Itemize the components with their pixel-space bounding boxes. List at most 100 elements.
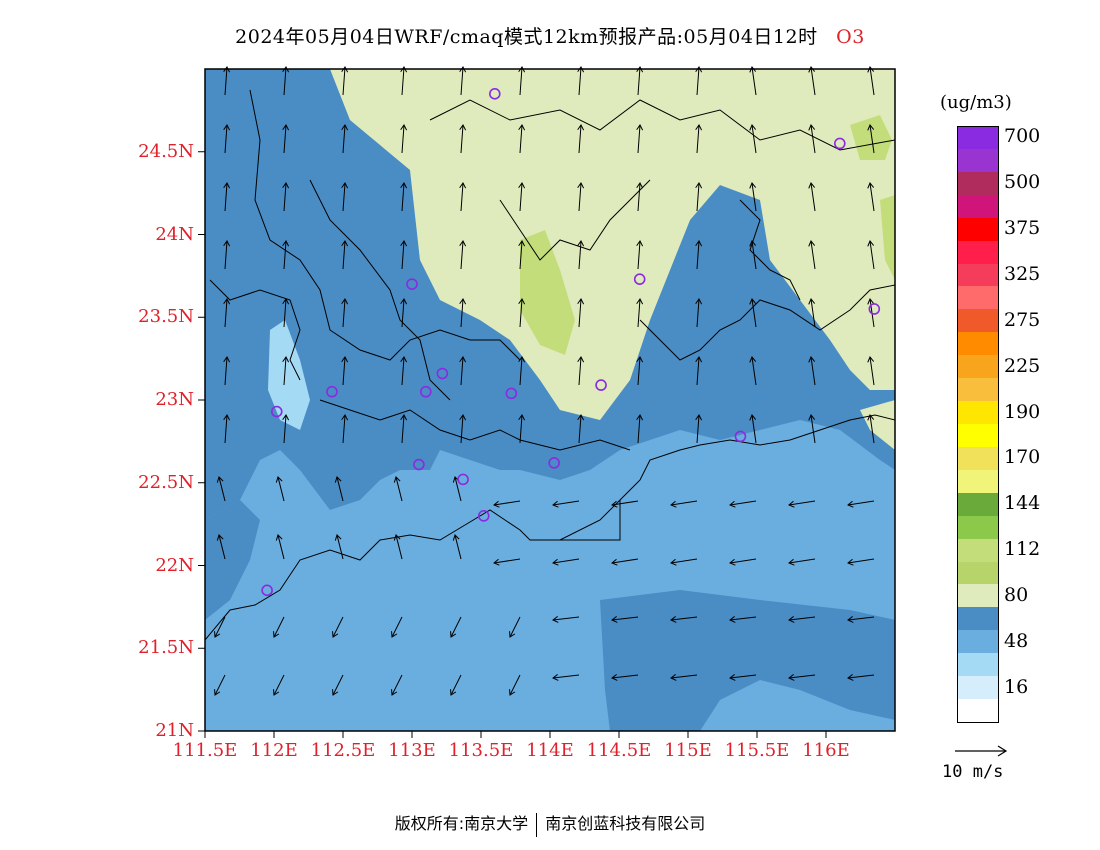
wind-arrow: [282, 414, 290, 444]
station-marker: [833, 137, 846, 150]
colorbar-label: 275: [1004, 308, 1041, 331]
wind-arrow: [341, 66, 349, 96]
border-1: [249, 89, 521, 361]
wind-arrow: [808, 240, 816, 270]
station-marker: [270, 405, 283, 418]
wind-arrow: [493, 558, 521, 566]
latitude-label: 23N: [155, 389, 194, 410]
wind-arrow: [450, 674, 462, 696]
latitude-label: 21N: [155, 720, 194, 741]
wind-arrow: [577, 414, 585, 444]
wind-arrow: [223, 414, 231, 444]
wind-arrow: [577, 124, 585, 154]
wind-arrow: [459, 356, 467, 386]
wind-arrow: [788, 558, 816, 566]
wind-arrow: [670, 616, 698, 623]
station-marker: [406, 278, 418, 290]
wind-arrow: [867, 356, 875, 386]
colorbar-swatch: [957, 217, 999, 241]
colorbar-swatch: [957, 401, 999, 424]
wind-arrow: [552, 674, 580, 681]
border-2: [309, 179, 451, 401]
longitude-label: 112.5E: [310, 740, 376, 761]
border-3: [499, 179, 651, 261]
wind-arrow: [788, 500, 816, 508]
field-pale-north: [305, 69, 895, 420]
wind-arrow: [808, 414, 816, 444]
longitude-label: 114E: [526, 740, 574, 761]
wind-arrow: [695, 298, 703, 328]
colorbar-label: 112: [1004, 538, 1041, 561]
longitude-label: 113E: [388, 740, 436, 761]
wind-arrow: [282, 66, 290, 96]
wind-arrow: [636, 414, 644, 444]
wind-arrow: [695, 182, 703, 212]
colorbar-label: 325: [1004, 263, 1041, 285]
border-4: [639, 284, 895, 361]
wind-arrow: [867, 414, 875, 444]
wind-arrow: [214, 616, 226, 638]
footer-right: 南京创蓝科技有限公司: [545, 814, 706, 833]
colorbar-label: 700: [1004, 125, 1041, 148]
wind-arrow: [695, 240, 703, 270]
wind-arrow: [341, 182, 349, 212]
wind-arrow: [867, 66, 875, 96]
wind-arrow: [577, 182, 585, 212]
longitude-label: 113.5E: [448, 740, 514, 761]
chart-title: 2024年05月04日WRF/cmaq模式12km预报产品:05月04日12时 …: [0, 22, 1100, 49]
wind-arrow: [577, 298, 585, 328]
wind-arrow: [636, 182, 644, 212]
wind-arrow: [334, 476, 344, 502]
wind-arrow: [749, 414, 757, 444]
footer-separator: [536, 812, 538, 837]
station-marker: [436, 367, 449, 380]
colorbar-swatch: [957, 286, 999, 310]
wind-arrow: [695, 414, 703, 444]
colorbar-label: 16: [1004, 675, 1029, 698]
wind-arrow: [577, 356, 585, 386]
wind-arrow: [400, 356, 408, 386]
latitude-label: 23.5N: [138, 306, 194, 328]
wind-arrow: [552, 616, 580, 623]
colorbar-swatch: [957, 515, 999, 539]
wind-arrow: [282, 298, 290, 328]
wind-arrow: [275, 476, 285, 502]
colorbar-swatch: [957, 309, 999, 333]
station-marker: [868, 303, 881, 315]
wind-reference-label: 10 m/s: [942, 762, 1004, 782]
wind-arrow: [509, 674, 521, 696]
wind-arrow: [400, 66, 408, 96]
wind-arrow: [273, 616, 285, 638]
longitude-label: 115E: [664, 740, 712, 761]
wind-arrow: [214, 674, 226, 696]
colorbar-swatch: [957, 446, 999, 470]
wind-arrow: [459, 182, 467, 212]
wind-arrow: [695, 66, 703, 96]
wind-arrow: [341, 298, 349, 328]
wind-arrow: [808, 298, 816, 328]
wind-arrow: [749, 356, 757, 386]
latitude-label: 22.5N: [138, 471, 194, 493]
border-5: [429, 99, 895, 151]
station-marker: [413, 458, 425, 471]
wind-arrow: [282, 182, 290, 212]
wind-arrow: [636, 66, 644, 96]
wind-arrow: [670, 558, 698, 566]
field-dark-west: [205, 500, 260, 620]
colorbar-label: 375: [1004, 217, 1041, 240]
colorbar-swatch: [957, 148, 999, 172]
wind-arrow: [577, 240, 585, 270]
station-marker: [457, 473, 469, 486]
wind-arrow: [518, 240, 526, 270]
station-marker: [734, 430, 747, 443]
wind-arrow: [729, 674, 757, 681]
wind-arrow: [847, 558, 875, 566]
colorbar-swatch: [957, 676, 999, 700]
colorbar-label: 500: [1004, 171, 1041, 194]
station-marker: [477, 510, 490, 522]
station-marker: [326, 385, 338, 398]
wind-arrow: [459, 240, 467, 270]
wind-arrow: [509, 616, 521, 638]
field-green-1: [520, 230, 575, 355]
wind-arrow: [611, 674, 639, 681]
